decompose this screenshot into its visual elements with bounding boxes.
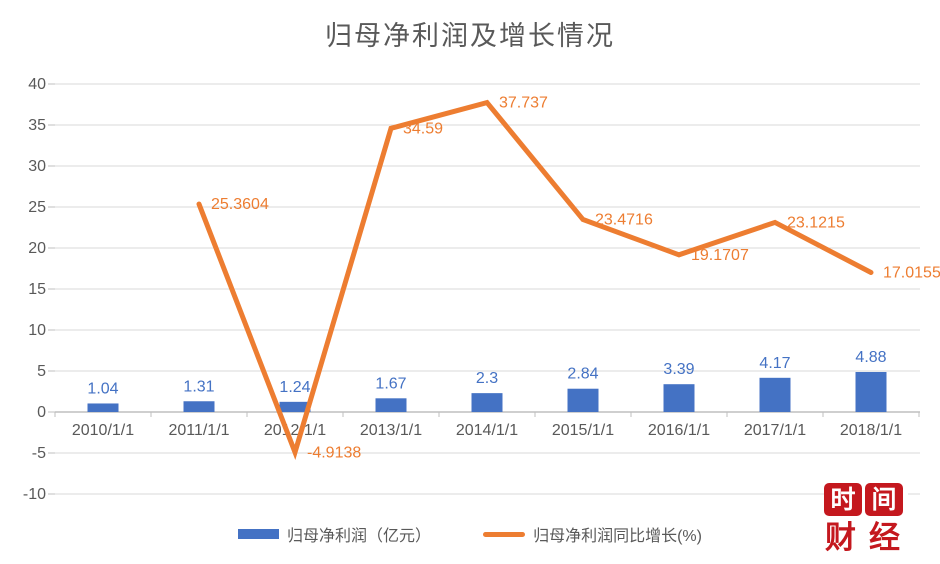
svg-text:2017/1/1: 2017/1/1: [744, 422, 806, 439]
svg-text:34.59: 34.59: [403, 120, 443, 137]
svg-text:37.737: 37.737: [499, 95, 548, 112]
svg-text:5: 5: [37, 363, 46, 380]
svg-text:0: 0: [37, 404, 46, 421]
svg-text:40: 40: [28, 76, 46, 93]
svg-text:2.84: 2.84: [567, 366, 598, 383]
svg-text:1.24: 1.24: [279, 379, 310, 396]
svg-text:2018/1/1: 2018/1/1: [840, 422, 902, 439]
svg-text:2.3: 2.3: [476, 370, 498, 387]
svg-text:35: 35: [28, 117, 46, 134]
svg-text:17.0155: 17.0155: [883, 264, 940, 281]
svg-text:1.31: 1.31: [183, 378, 214, 395]
svg-text:23.4716: 23.4716: [595, 212, 653, 229]
svg-text:2015/1/1: 2015/1/1: [552, 422, 614, 439]
svg-text:25: 25: [28, 199, 46, 216]
svg-text:2012/1/1: 2012/1/1: [264, 422, 326, 439]
svg-text:-5: -5: [32, 445, 46, 462]
svg-text:20: 20: [28, 240, 46, 257]
svg-text:1.67: 1.67: [375, 375, 406, 392]
logo-char-block-2: 间: [865, 483, 903, 516]
svg-text:10: 10: [28, 322, 46, 339]
watermark-logo-bottom-row: 财经: [825, 520, 913, 555]
legend-label-growth: 归母净利润同比增长(%): [533, 528, 702, 545]
svg-text:2010/1/1: 2010/1/1: [72, 422, 134, 439]
svg-text:4.88: 4.88: [855, 349, 886, 366]
svg-text:25.3604: 25.3604: [211, 196, 269, 213]
chart-title: 归母净利润及增长情况: [325, 21, 615, 51]
watermark-logo: 时 间 财经: [824, 483, 908, 553]
watermark-logo-top-row: 时 间: [824, 483, 908, 516]
svg-text:-10: -10: [23, 486, 46, 503]
svg-text:15: 15: [28, 281, 46, 298]
svg-text:2013/1/1: 2013/1/1: [360, 422, 422, 439]
svg-text:3.39: 3.39: [663, 361, 694, 378]
svg-text:19.1707: 19.1707: [691, 247, 749, 264]
svg-text:2014/1/1: 2014/1/1: [456, 422, 518, 439]
svg-text:1.04: 1.04: [87, 380, 118, 397]
svg-text:23.1215: 23.1215: [787, 214, 845, 231]
svg-text:-4.9138: -4.9138: [307, 444, 361, 461]
svg-text:4.17: 4.17: [759, 355, 790, 372]
svg-text:2011/1/1: 2011/1/1: [168, 422, 229, 439]
legend: 归母净利润（亿元） 归母净利润同比增长(%): [0, 522, 940, 546]
legend-label-net-profit: 归母净利润（亿元）: [287, 528, 432, 545]
logo-char-block-1: 时: [824, 483, 862, 516]
legend-item-net-profit: 归母净利润（亿元）: [238, 522, 431, 546]
legend-line-swatch-icon: [483, 531, 526, 537]
legend-item-growth: 归母净利润同比增长(%): [483, 522, 702, 546]
svg-text:2016/1/1: 2016/1/1: [648, 422, 710, 439]
legend-bar-swatch-icon: [238, 529, 280, 539]
svg-text:30: 30: [28, 158, 46, 175]
